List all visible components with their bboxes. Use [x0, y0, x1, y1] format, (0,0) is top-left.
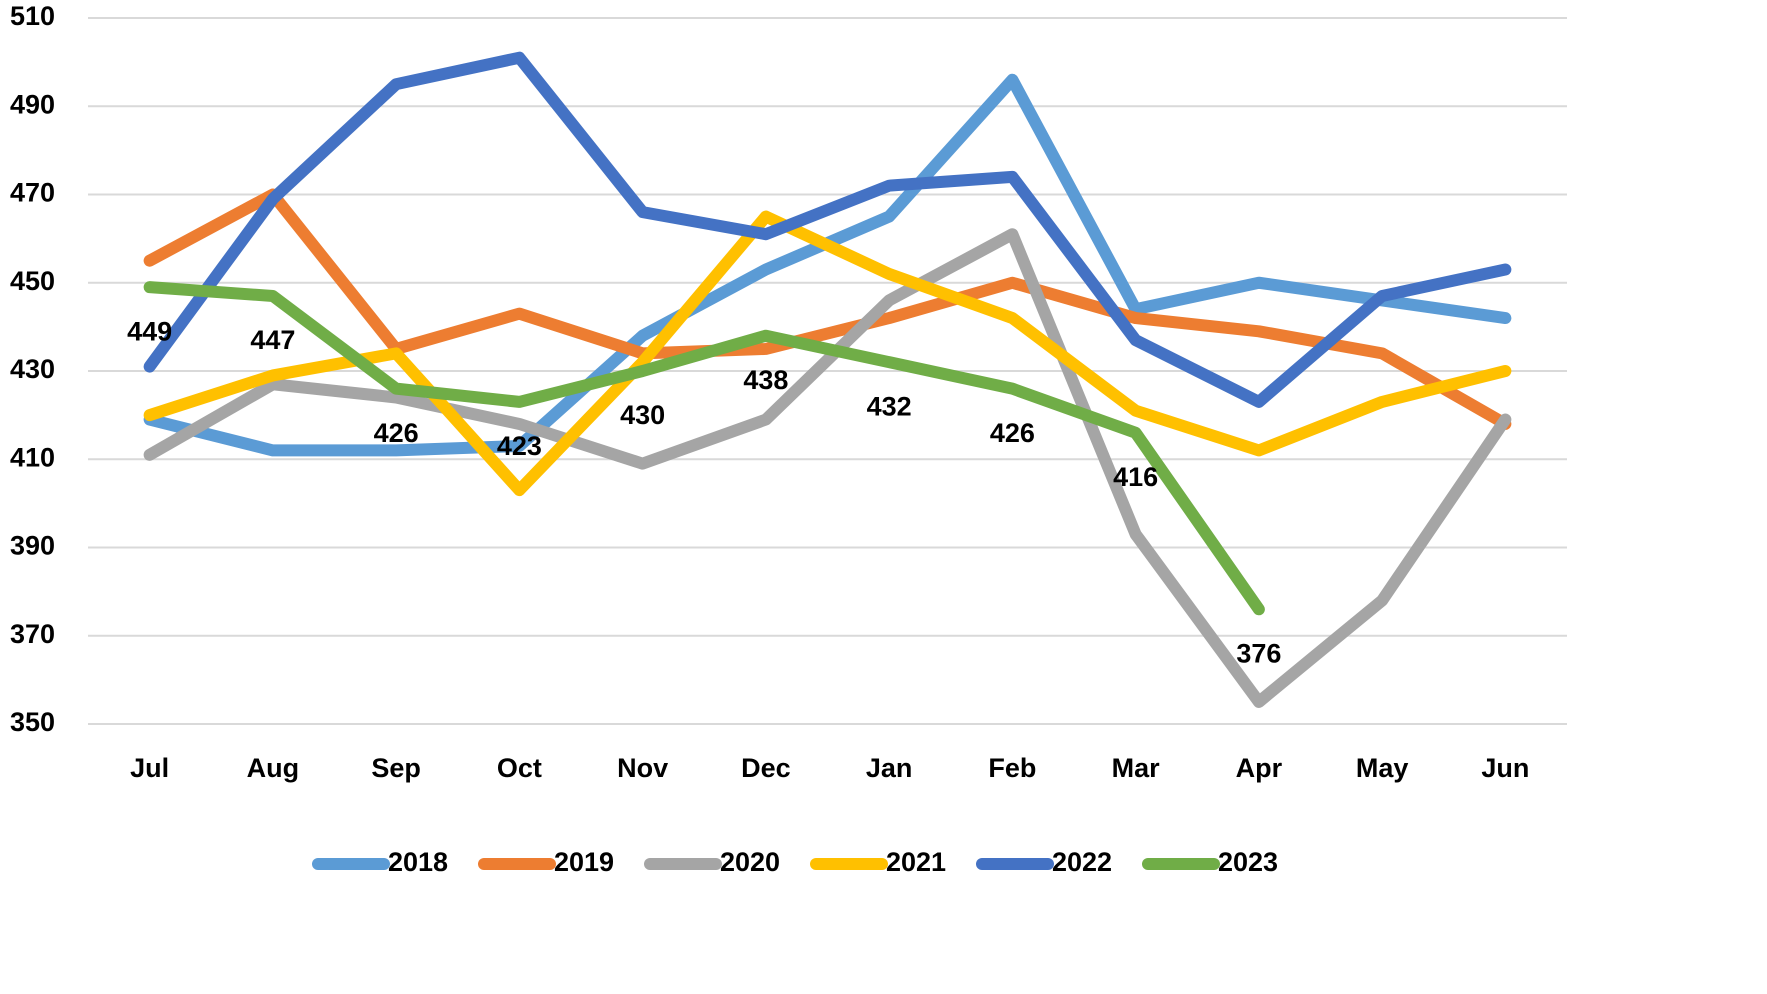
data-label: 416	[1113, 462, 1158, 492]
series-line	[143, 281, 1265, 616]
x-tick-label: Oct	[497, 753, 542, 783]
x-tick-label: Feb	[988, 753, 1036, 783]
y-tick-label: 450	[10, 266, 55, 296]
x-tick-label: Dec	[741, 753, 791, 783]
y-tick-label: 430	[10, 354, 55, 384]
legend-label: 2023	[1218, 847, 1278, 877]
legend-label: 2020	[720, 847, 780, 877]
x-tick-label: Aug	[247, 753, 299, 783]
y-tick-label: 470	[10, 178, 55, 208]
x-tick-label: Jun	[1481, 753, 1529, 783]
x-tick-label: Jul	[130, 753, 169, 783]
x-tick-label: Sep	[371, 753, 421, 783]
y-tick-label: 390	[10, 531, 55, 561]
y-tick-label: 370	[10, 619, 55, 649]
x-tick-label: Jan	[866, 753, 913, 783]
data-label: 376	[1236, 638, 1281, 668]
x-tick-label: Nov	[617, 753, 668, 783]
data-label: 423	[497, 431, 542, 461]
series-line	[143, 228, 1512, 708]
series-line	[143, 51, 1512, 408]
data-label: 432	[867, 391, 912, 421]
legend-label: 2019	[554, 847, 614, 877]
legend-label: 2021	[886, 847, 946, 877]
series-line	[143, 188, 1512, 430]
x-tick-label: Mar	[1112, 753, 1161, 783]
x-tick-label: May	[1356, 753, 1409, 783]
legend-label: 2022	[1052, 847, 1112, 877]
y-tick-label: 410	[10, 442, 55, 472]
data-label: 449	[127, 316, 172, 346]
data-label: 426	[990, 418, 1035, 448]
y-tick-label: 510	[10, 1, 55, 31]
data-label: 426	[374, 418, 419, 448]
legend-label: 2018	[388, 847, 448, 877]
y-tick-label: 350	[10, 707, 55, 737]
data-label: 447	[250, 325, 295, 355]
data-label: 430	[620, 400, 665, 430]
series-line	[143, 210, 1512, 497]
y-tick-label: 490	[10, 89, 55, 119]
x-tick-label: Apr	[1236, 753, 1283, 783]
data-label: 438	[743, 365, 788, 395]
